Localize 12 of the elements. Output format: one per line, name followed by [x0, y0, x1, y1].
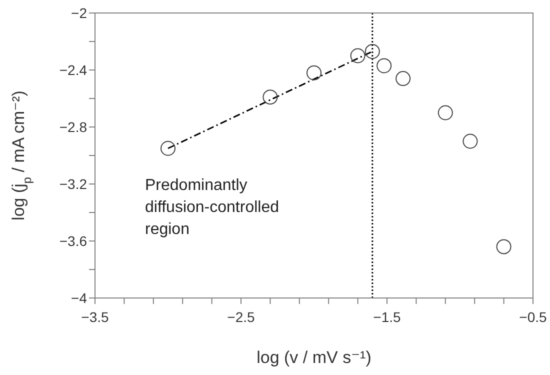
annotation: Predominantly diffusion-controlled region [145, 177, 280, 238]
x-tick-label: −2.5 [227, 308, 256, 325]
x-axis-title: log (v / mV s⁻¹) [256, 348, 372, 367]
y-tick-label: −2.8 [59, 118, 88, 135]
x-tick-label: −1.5 [373, 308, 402, 325]
y-tick-label: −3.2 [59, 176, 88, 192]
y-tick-label: −3.6 [59, 232, 88, 249]
x-tick-label: −0.5 [519, 308, 548, 325]
y-tick-label: −2 [71, 4, 88, 21]
y-tick-label: −4 [71, 290, 88, 306]
y-tick-label: −2.4 [59, 62, 88, 78]
x-tick-label: −3.5 [81, 308, 110, 325]
